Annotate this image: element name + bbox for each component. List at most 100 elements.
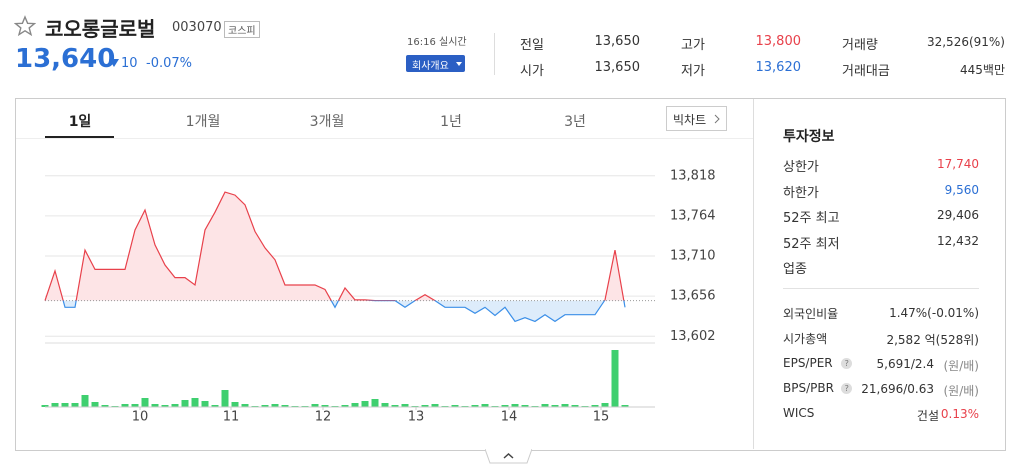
- volume-bar: [91, 402, 99, 407]
- volume-bar: [201, 401, 209, 407]
- invest-value: 12,432: [937, 233, 979, 248]
- quote-value: 32,526(91%): [926, 35, 1005, 49]
- quote-label: 시가: [520, 64, 544, 79]
- invest-label: WICS: [783, 406, 815, 421]
- invest-value: 1.47%(-0.01%): [889, 306, 979, 320]
- volume-bar: [221, 390, 229, 407]
- volume-bar: [341, 405, 349, 407]
- change-rate: -0.07%: [146, 56, 192, 71]
- volume-bar: [611, 350, 619, 407]
- price-change: 10: [121, 56, 138, 71]
- quote-label: 거래대금: [842, 64, 890, 79]
- volume-bar: [121, 404, 129, 407]
- invest-value: 21,696/0.63: [861, 381, 934, 396]
- price-line: [44, 191, 626, 323]
- invest-label: 시가총액: [783, 332, 828, 347]
- invest-value: 5,691/2.4: [876, 356, 934, 371]
- invest-label: BPS/PBR: [783, 380, 834, 395]
- tab[interactable]: 1일: [68, 114, 92, 130]
- help-icon: ?: [841, 382, 853, 394]
- tab-underline: [45, 136, 114, 138]
- stock-name: 코오롱글로벌: [45, 17, 156, 41]
- x-tick-label: 14: [501, 410, 518, 425]
- quote-value: 445백만: [960, 63, 1005, 77]
- company-button[interactable]: 회사개요: [406, 55, 465, 72]
- volume-bar: [261, 405, 269, 407]
- panel-divider: [753, 99, 754, 449]
- volume-bar: [471, 405, 479, 407]
- tab[interactable]: 3년: [564, 114, 586, 130]
- volume-bar: [281, 405, 289, 407]
- caret: [456, 62, 462, 66]
- star-icon[interactable]: [14, 15, 36, 37]
- quote-value: 13,650: [594, 60, 641, 75]
- volume-bar: [521, 405, 529, 407]
- volume-bar: [191, 398, 199, 407]
- invest-unit: (원/배): [943, 383, 980, 398]
- volume-bar: [601, 403, 609, 407]
- tab[interactable]: 1년: [440, 114, 462, 130]
- realtime: 16:16 실시간: [407, 37, 467, 48]
- invest-label: 외국인비율: [783, 307, 839, 321]
- x-tick-label: 11: [223, 410, 240, 425]
- volume-bar: [551, 405, 559, 407]
- quote-value: 13,650: [594, 34, 641, 49]
- volume-bar: [541, 404, 549, 407]
- volume-bar: [591, 405, 599, 407]
- market-badge: 코스피: [224, 21, 260, 38]
- volume-bar: [361, 401, 369, 407]
- invest-label: EPS/PER: [783, 355, 833, 370]
- volume-bar: [211, 405, 219, 407]
- x-tick-label: 13: [408, 410, 425, 425]
- current-price: 13,640: [15, 44, 116, 74]
- volume-bar: [101, 405, 109, 407]
- invest-value: 2,582 억(528위): [886, 333, 979, 348]
- volume-bar: [71, 403, 79, 407]
- divider: [783, 288, 979, 289]
- invest-label: 하한가: [783, 185, 819, 201]
- volume-bar: [311, 404, 319, 407]
- tab[interactable]: 1개월: [185, 114, 221, 130]
- x-tick-label: 12: [315, 410, 332, 425]
- invest-label: 52주 최저: [783, 236, 840, 252]
- invest-value: 건설: [916, 409, 939, 424]
- volume-bar: [321, 405, 329, 407]
- stock-code: 003070: [172, 20, 222, 35]
- volume-bar: [351, 403, 359, 407]
- volume-bar: [561, 404, 569, 407]
- divider: [494, 33, 495, 75]
- button-label: 회사개요: [412, 61, 449, 72]
- price-area: [45, 192, 625, 322]
- volume-bar: [151, 404, 159, 407]
- volume-bar: [381, 403, 389, 407]
- volume-bar: [171, 404, 179, 407]
- volume-bar: [61, 403, 69, 407]
- tab[interactable]: 3개월: [309, 114, 345, 130]
- collapse-handle[interactable]: [485, 449, 532, 464]
- quote-value: 13,620: [755, 60, 802, 75]
- volume-bar: [131, 404, 139, 407]
- volume-bar: [161, 405, 169, 407]
- chevron: [714, 114, 720, 124]
- down-arrow: [109, 59, 119, 67]
- invest-value: 29,406: [937, 208, 979, 222]
- invest-rate: 0.13%: [940, 407, 979, 422]
- tab-bar: [16, 99, 753, 139]
- volume-bar: [451, 405, 459, 407]
- big-chart-button[interactable]: 빅차트: [666, 106, 727, 131]
- volume-bar: [81, 395, 89, 407]
- y-tick-label: 13,656: [670, 289, 716, 304]
- volume-bar: [421, 405, 429, 407]
- volume-bar: [371, 399, 379, 407]
- quote-label: 고가: [681, 38, 705, 53]
- x-tick-label: 15: [593, 410, 610, 425]
- volume-bar: [271, 404, 279, 407]
- invest-value: 17,740: [937, 157, 979, 171]
- y-tick-label: 13,764: [670, 208, 716, 223]
- volume-bar: [241, 404, 249, 407]
- volume-bar: [41, 405, 49, 407]
- x-tick-label: 10: [132, 410, 149, 425]
- volume-bar: [391, 405, 399, 407]
